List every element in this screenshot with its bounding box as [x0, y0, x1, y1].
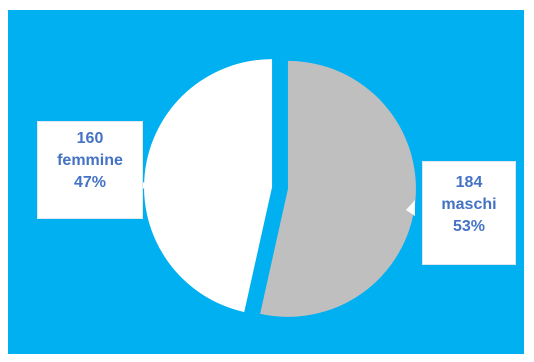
chart-area: 160 femmine 47% 184 maschi 53% [8, 10, 524, 354]
data-label-femmine-percent: 47% [38, 172, 142, 194]
data-label-maschi: 184 maschi 53% [423, 162, 515, 264]
pie-slice-femmine [144, 59, 272, 312]
data-label-femmine-value: 160 [38, 128, 142, 150]
data-label-femmine: 160 femmine 47% [38, 122, 142, 218]
pie-slice-maschi [260, 61, 416, 317]
data-label-maschi-name: maschi [423, 194, 515, 216]
data-label-femmine-name: femmine [38, 150, 142, 172]
data-label-maschi-value: 184 [423, 172, 515, 194]
data-label-maschi-percent: 53% [423, 216, 515, 238]
